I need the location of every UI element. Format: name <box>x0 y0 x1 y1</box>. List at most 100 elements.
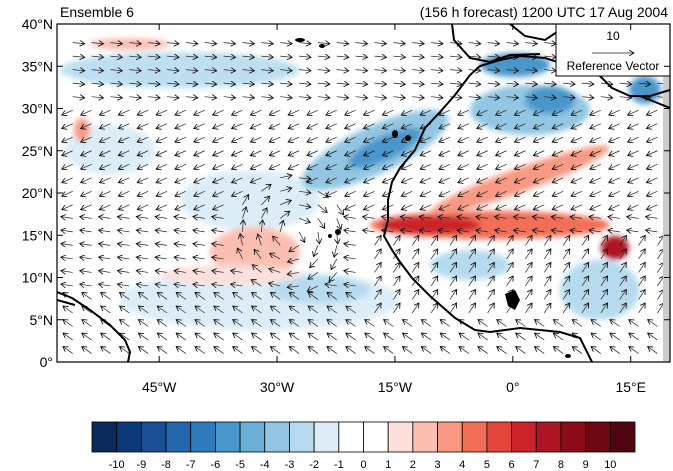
wind-vector <box>610 347 620 354</box>
wind-vector <box>288 136 300 142</box>
wind-vector <box>619 262 627 273</box>
wind-vector <box>411 249 419 260</box>
wind-vector <box>289 306 300 314</box>
wind-vector <box>62 150 73 156</box>
wind-vector <box>261 208 267 219</box>
wind-vector <box>533 177 545 183</box>
lat-tick-label: 15°N <box>22 227 53 243</box>
wind-vector <box>591 320 602 327</box>
wind-vector <box>430 276 438 287</box>
wind-vector <box>638 276 646 287</box>
wind-vector <box>619 235 627 246</box>
wind-vector <box>609 190 620 196</box>
wind-vector <box>648 347 658 354</box>
wind-vector <box>551 230 564 232</box>
wind-vector <box>364 190 375 196</box>
wind-vector <box>487 289 495 300</box>
wind-vector <box>646 204 658 210</box>
wind-vector <box>419 230 432 232</box>
wind-vector <box>430 235 438 246</box>
wind-vector <box>608 230 620 232</box>
wind-vector <box>562 276 570 287</box>
wind-vector <box>214 333 224 341</box>
wind-vector <box>289 292 300 300</box>
wind-vector <box>495 217 507 219</box>
wind-vector <box>185 70 198 71</box>
wind-vector <box>240 234 242 246</box>
wind-vector <box>118 177 130 183</box>
lon-tick-label: 45°W <box>142 379 177 395</box>
wind-vector <box>552 109 564 115</box>
wind-vector <box>129 43 141 44</box>
wind-vector <box>374 235 382 246</box>
wind-vector <box>194 177 205 183</box>
wind-vector <box>374 97 387 98</box>
wind-vector <box>72 56 85 57</box>
wind-vector <box>468 83 481 84</box>
colorbar-label: 7 <box>533 459 539 471</box>
wind-vector <box>317 218 325 228</box>
wind-vector <box>62 177 73 183</box>
island-cape-verde-2 <box>328 234 332 238</box>
wind-vector <box>384 347 394 354</box>
wind-vector <box>393 235 400 246</box>
wind-vector <box>506 83 519 84</box>
wind-vector <box>308 333 319 341</box>
wind-vector <box>336 56 349 57</box>
wind-vector <box>223 97 236 98</box>
wind-vector <box>628 177 639 183</box>
wind-vector <box>317 70 330 71</box>
wind-vector <box>431 43 443 44</box>
wind-vector <box>99 257 111 259</box>
wind-vector <box>194 136 205 142</box>
wind-vector <box>487 83 500 84</box>
island-cape-verde <box>335 229 341 235</box>
coastline-iberia <box>451 24 541 64</box>
wind-vector <box>590 204 601 210</box>
wind-vector <box>129 70 141 71</box>
wind-vector <box>401 150 413 156</box>
wind-vector <box>431 56 443 57</box>
wind-vector <box>382 136 394 142</box>
wind-vector <box>374 83 387 84</box>
wind-vector <box>137 109 149 115</box>
wind-vector <box>166 83 179 84</box>
wind-vector <box>355 43 368 44</box>
wind-vector <box>646 177 658 183</box>
wind-vector <box>136 230 149 232</box>
wind-vector <box>487 262 495 273</box>
wind-vector <box>477 177 488 183</box>
wind-vector <box>212 230 224 232</box>
wind-vector <box>99 190 111 196</box>
wind-vector <box>72 43 85 44</box>
wind-vector <box>80 217 92 219</box>
wind-vector <box>496 177 507 183</box>
wind-vector <box>355 70 368 71</box>
wind-vector <box>231 284 243 286</box>
wind-vector <box>412 97 424 98</box>
wind-vector <box>91 70 104 71</box>
wind-vector <box>308 347 319 354</box>
wind-vector <box>420 150 432 156</box>
wind-vector <box>204 97 217 98</box>
wind-vector <box>174 271 186 273</box>
wind-vector <box>496 109 507 115</box>
wind-vector <box>496 190 507 196</box>
wind-vector <box>619 303 627 314</box>
wind-vector <box>80 257 92 259</box>
wind-vector <box>82 333 92 341</box>
wind-vector <box>242 195 248 206</box>
wind-vector <box>600 97 613 98</box>
wind-vector <box>194 123 205 129</box>
lon-tick-label: 30°W <box>260 379 295 395</box>
wind-vector <box>155 230 168 232</box>
wind-vector <box>570 217 583 219</box>
wind-vector <box>381 230 394 232</box>
wind-vector <box>412 70 424 71</box>
wind-vector <box>195 333 205 341</box>
wind-vector <box>223 56 236 57</box>
reference-vector-box: 10 Reference Vector <box>555 23 671 77</box>
wind-vector <box>384 320 394 327</box>
wind-vector <box>194 150 205 156</box>
wind-vector <box>477 136 488 142</box>
